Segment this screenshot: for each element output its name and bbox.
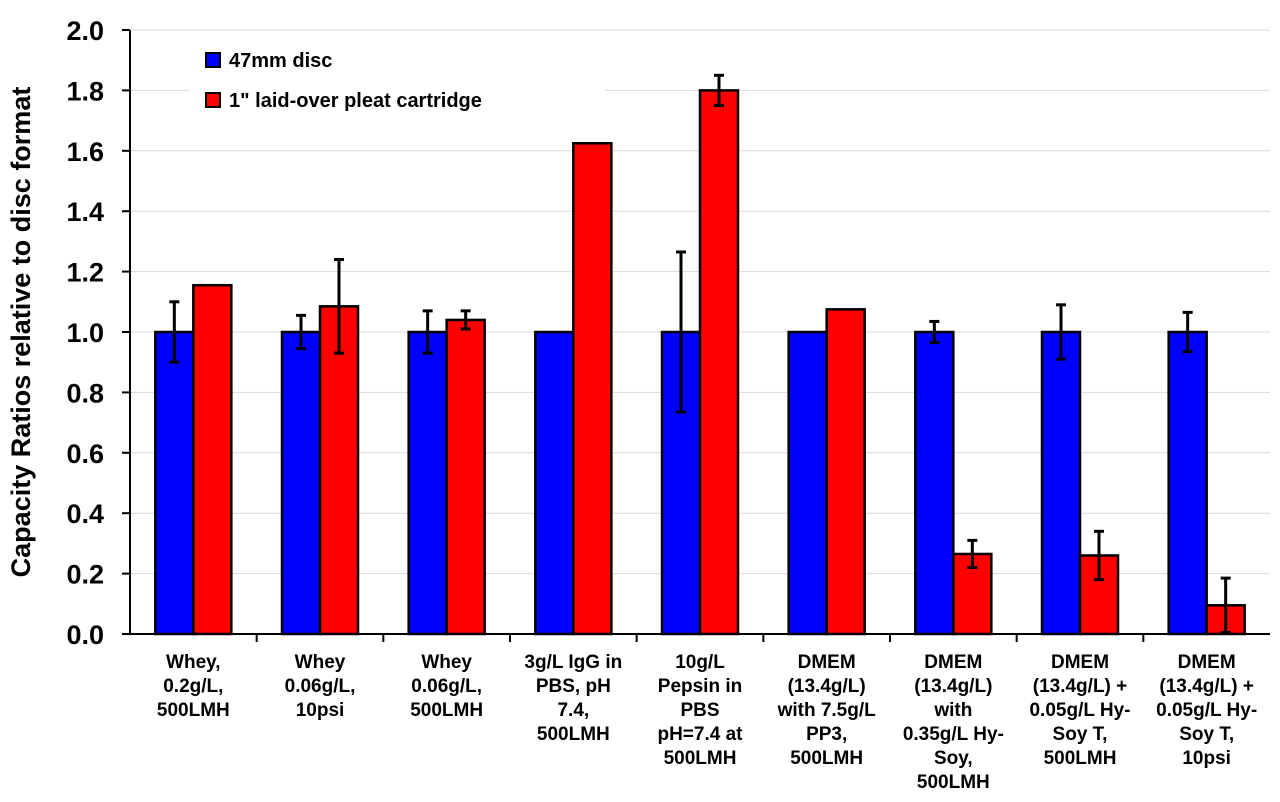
x-tick-label: DMEM (13.4g/L) with 7.5g/L PP3, 500LMH (777, 652, 877, 769)
legend-label-disc: 47mm disc (229, 50, 332, 72)
bar-disc (1042, 332, 1080, 634)
y-tick-label: 0.6 (66, 439, 104, 469)
x-tick-label: 3g/L IgG in PBS, pH 7.4, 500LMH (524, 652, 622, 745)
y-tick-labels: 0.0 0.2 0.4 0.6 0.8 1.0 1.2 1.4 1.6 1.8 2.0 (66, 16, 104, 650)
x-tick-label: DMEM (13.4g/L) +0.05g/L Hy-Soy T, 10psi (1156, 652, 1257, 769)
legend-swatch-cartridge (206, 93, 220, 107)
bar-disc (409, 332, 447, 634)
y-tick-label: 0.8 (66, 378, 104, 408)
bar-chart: 0.0 0.2 0.4 0.6 0.8 1.0 1.2 1.4 1.6 1.8 2.0 Whey, 0… (0, 0, 1280, 802)
bar-disc (915, 332, 953, 634)
bars (155, 90, 1244, 634)
x-tick-label: DMEM (13.4g/L) with 0.35g/L Hy-Soy, 500LMH (903, 652, 1004, 793)
x-tick-label: Whey 0.06g/L, 500LMH (410, 652, 483, 721)
x-tick-label: 10g/L Pepsin in PBS pH=7.4 at 500LMH (657, 652, 743, 769)
x-tick-label: Whey, 0.2g/L, 500LMH (157, 652, 230, 721)
legend-swatch-disc (206, 53, 220, 67)
y-tick-label: 1.2 (66, 258, 104, 288)
y-axis-title: Capacity Ratios relative to disc format (6, 87, 36, 578)
category-labels: Whey, 0.2g/L, 500LMH Whey 0.06g/L, 10psi Whey 0… (157, 634, 1257, 793)
y-tick-label: 0.0 (66, 620, 104, 650)
y-tick-label: 1.0 (66, 318, 104, 348)
bar-disc (155, 332, 193, 634)
bar-cartridge (700, 90, 738, 634)
x-tick-label: Whey 0.06g/L, 10psi (285, 652, 356, 721)
bar-disc (789, 332, 827, 634)
y-tick-label: 0.4 (66, 499, 104, 529)
bar-cartridge (447, 320, 485, 634)
y-tick-label: 1.4 (66, 197, 104, 227)
bar-disc (535, 332, 573, 634)
bar-cartridge (193, 285, 231, 634)
y-tick-label: 2.0 (66, 16, 104, 46)
x-tick-label: DMEM (13.4g/L) +0.05g/L Hy-Soy T, 500LMH (1029, 652, 1130, 769)
bar-cartridge (827, 309, 865, 634)
y-tick-label: 0.2 (66, 560, 104, 590)
y-tick-label: 1.6 (66, 137, 104, 167)
legend-label-cartridge: 1" laid-over pleat cartridge (229, 90, 482, 112)
legend: 47mm disc 1" laid-over pleat cartridge (190, 37, 605, 125)
bar-disc (1169, 332, 1207, 634)
bar-cartridge (320, 306, 358, 634)
bar-cartridge (573, 143, 611, 634)
y-tick-label: 1.8 (66, 76, 104, 106)
bar-disc (282, 332, 320, 634)
